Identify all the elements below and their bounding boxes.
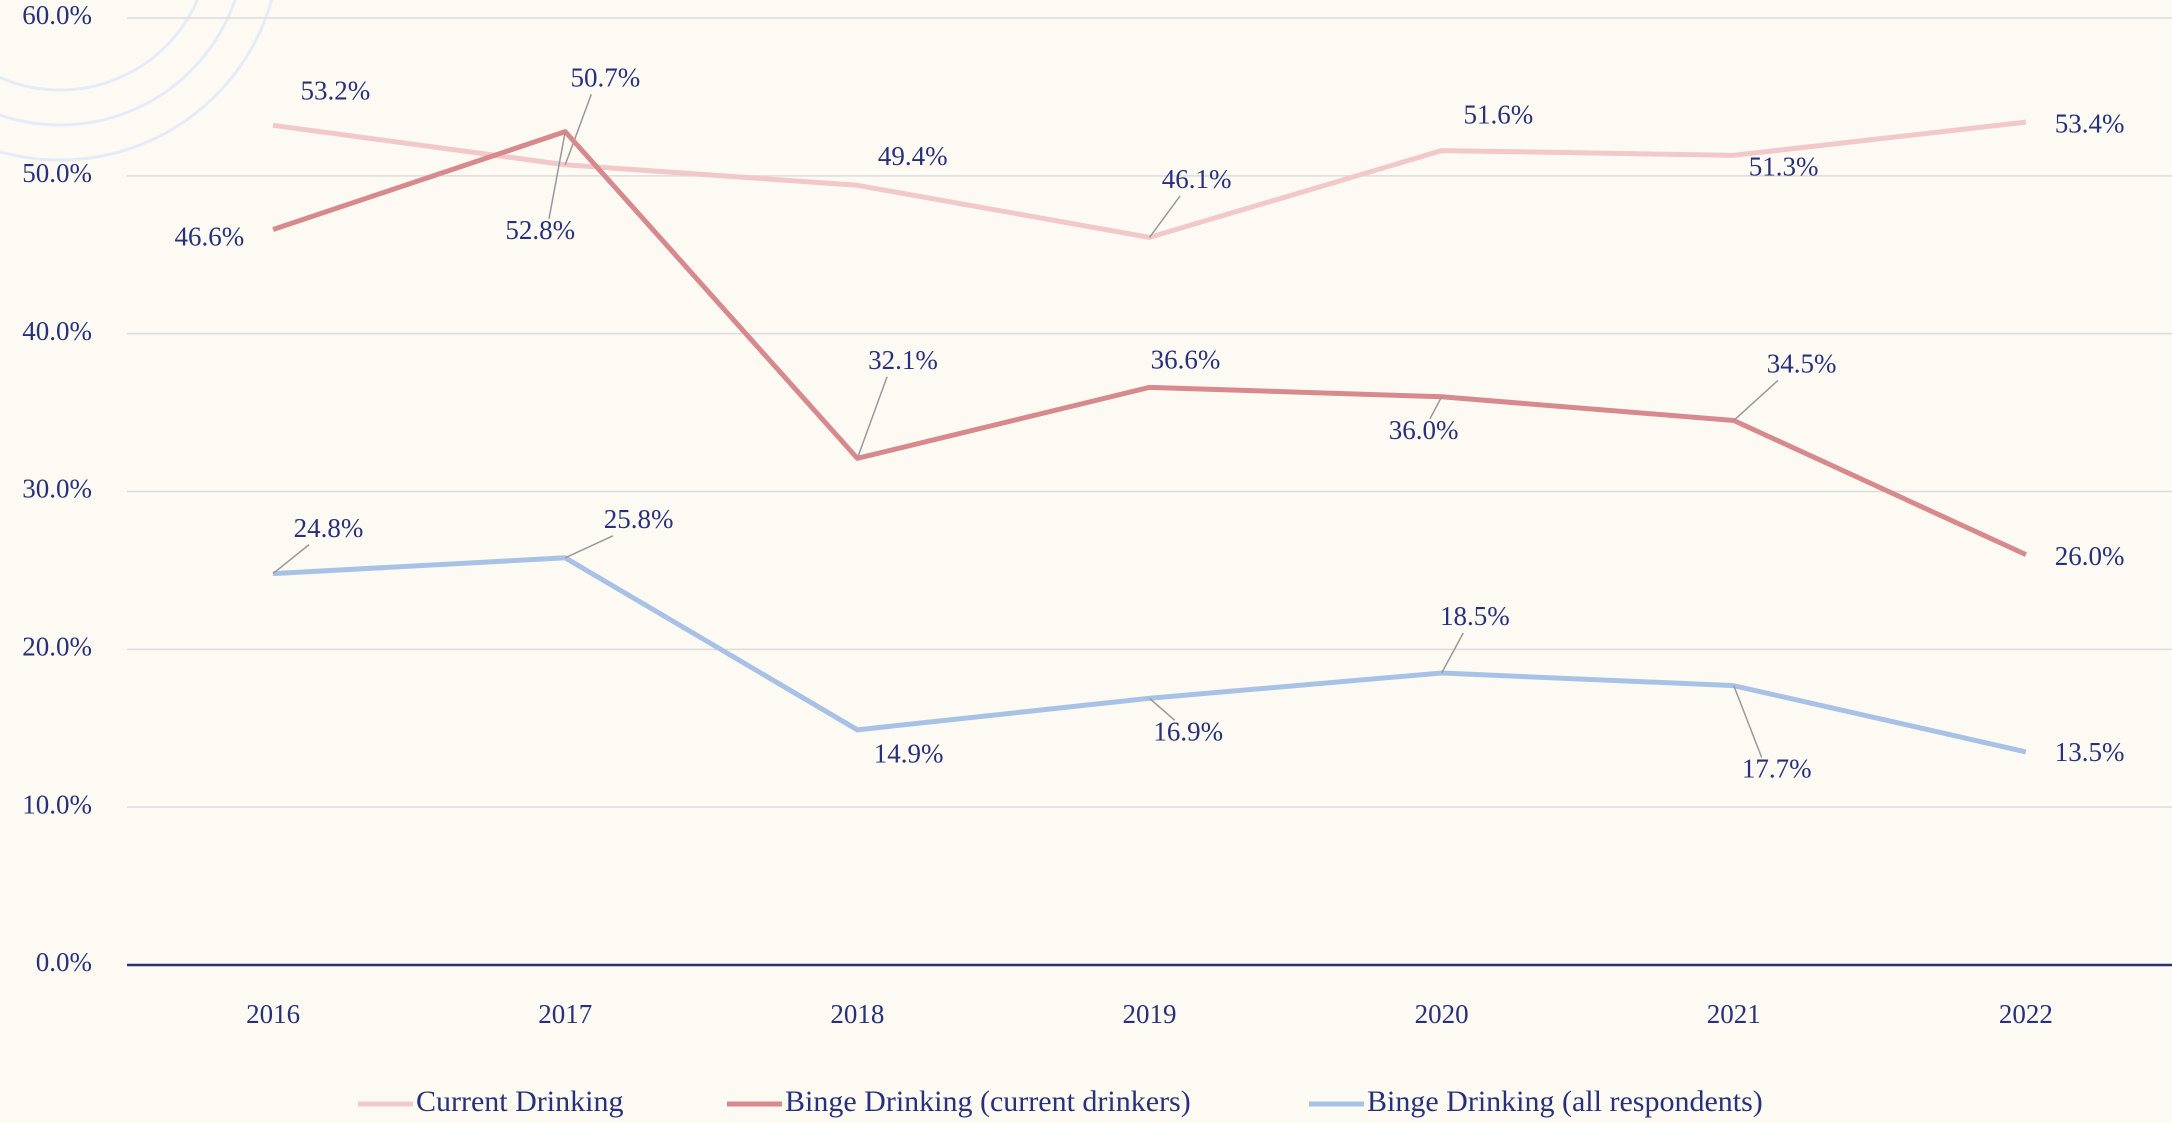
leader-line bbox=[1733, 685, 1763, 758]
data-label: 36.0% bbox=[1389, 415, 1459, 445]
data-label: 18.5% bbox=[1440, 601, 1510, 631]
legend-label: Current Drinking bbox=[416, 1085, 623, 1118]
y-tick-label: 0.0% bbox=[36, 947, 92, 977]
x-tick-label: 2021 bbox=[1707, 999, 1761, 1029]
decoration bbox=[0, 0, 274, 162]
x-tick-label: 2016 bbox=[246, 999, 300, 1029]
x-tick-label: 2019 bbox=[1123, 999, 1177, 1029]
data-label: 51.3% bbox=[1749, 151, 1819, 181]
x-tick-label: 2017 bbox=[538, 999, 592, 1029]
data-label: 50.7% bbox=[571, 63, 641, 93]
data-label: 26.0% bbox=[2055, 541, 2125, 571]
y-tick-label: 40.0% bbox=[22, 316, 92, 346]
data-label: 34.5% bbox=[1767, 349, 1837, 379]
x-tick-label: 2022 bbox=[1999, 999, 2053, 1029]
leader-line bbox=[564, 535, 614, 559]
data-label: 36.6% bbox=[1151, 345, 1221, 375]
data-label: 53.2% bbox=[301, 76, 371, 106]
leader-line bbox=[856, 376, 888, 459]
data-label: 32.1% bbox=[868, 345, 938, 375]
data-label: 52.8% bbox=[505, 215, 575, 245]
leader-line bbox=[1148, 195, 1181, 238]
leader-line bbox=[564, 94, 593, 166]
leader-line bbox=[1149, 697, 1176, 721]
x-tick-label: 2020 bbox=[1415, 999, 1469, 1029]
leader-line bbox=[1429, 396, 1443, 420]
data-label: 49.4% bbox=[878, 141, 948, 171]
leader-line bbox=[1733, 379, 1779, 422]
legend-label: Binge Drinking (current drinkers) bbox=[785, 1085, 1191, 1118]
data-label: 53.4% bbox=[2055, 109, 2125, 139]
y-tick-label: 10.0% bbox=[22, 789, 92, 819]
data-label: 46.1% bbox=[1162, 164, 1232, 194]
y-tick-label: 50.0% bbox=[22, 158, 92, 188]
y-tick-label: 20.0% bbox=[22, 632, 92, 662]
data-label: 17.7% bbox=[1742, 754, 1812, 784]
data-label: 51.6% bbox=[1464, 100, 1534, 130]
y-tick-label: 30.0% bbox=[22, 474, 92, 504]
legend-label: Binge Drinking (all respondents) bbox=[1367, 1085, 1763, 1118]
x-tick-label: 2018 bbox=[830, 999, 884, 1029]
data-label: 46.6% bbox=[174, 221, 244, 251]
data-label: 13.5% bbox=[2055, 737, 2125, 767]
y-tick-label: 60.0% bbox=[22, 0, 92, 30]
leader-line bbox=[1440, 632, 1464, 674]
data-label: 25.8% bbox=[604, 504, 674, 534]
leader-line bbox=[272, 544, 310, 575]
data-label: 24.8% bbox=[294, 513, 364, 543]
leader-line bbox=[548, 131, 566, 219]
data-label: 14.9% bbox=[874, 738, 944, 768]
data-label: 16.9% bbox=[1153, 716, 1223, 746]
